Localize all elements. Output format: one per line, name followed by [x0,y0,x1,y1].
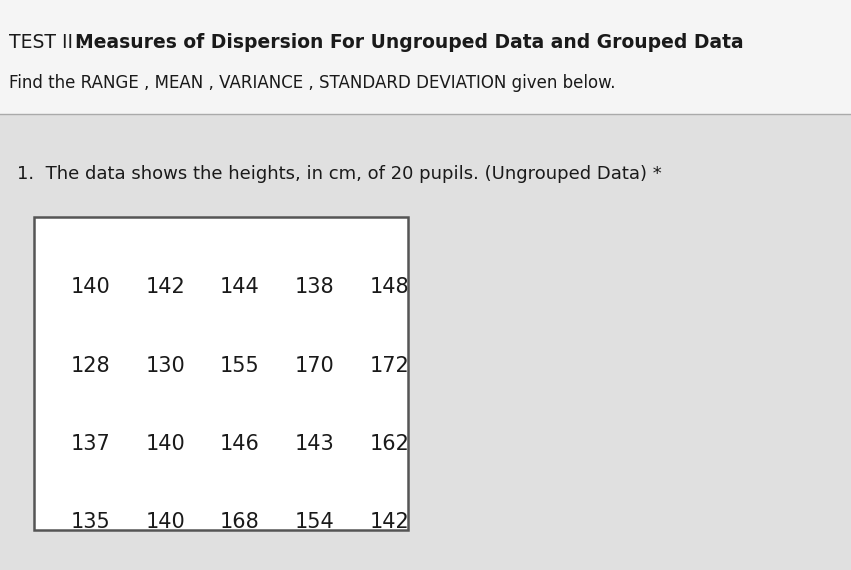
Text: 140: 140 [146,434,185,454]
Text: 140: 140 [71,277,110,297]
Text: 154: 154 [295,512,334,532]
Text: 170: 170 [295,356,334,376]
FancyBboxPatch shape [0,0,851,114]
Text: 142: 142 [146,277,185,297]
Text: 138: 138 [295,277,334,297]
Text: 148: 148 [370,277,409,297]
Text: 140: 140 [146,512,185,532]
Text: TEST II :: TEST II : [9,33,91,52]
Text: 155: 155 [220,356,260,376]
Text: 172: 172 [370,356,409,376]
Text: 128: 128 [71,356,110,376]
Text: 137: 137 [71,434,110,454]
Text: 142: 142 [370,512,409,532]
Text: Find the RANGE , MEAN , VARIANCE , STANDARD DEVIATION given below.: Find the RANGE , MEAN , VARIANCE , STAND… [9,74,615,92]
Text: Measures of Dispersion For Ungrouped Data and Grouped Data: Measures of Dispersion For Ungrouped Dat… [75,33,744,52]
Text: 135: 135 [71,512,110,532]
Text: 143: 143 [295,434,334,454]
Text: 144: 144 [220,277,260,297]
Text: 130: 130 [146,356,185,376]
Text: 162: 162 [370,434,409,454]
Text: 168: 168 [220,512,260,532]
Text: 1.  The data shows the heights, in cm, of 20 pupils. (Ungrouped Data) *: 1. The data shows the heights, in cm, of… [17,165,662,183]
Text: 146: 146 [220,434,260,454]
FancyBboxPatch shape [34,217,408,530]
